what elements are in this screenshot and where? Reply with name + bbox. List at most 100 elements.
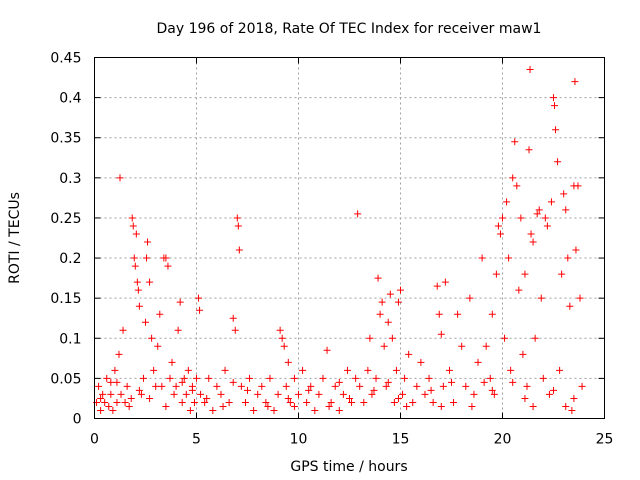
data-point [127,394,135,402]
y-tick-label: 0.35 [50,131,81,147]
y-tick-label: 0.05 [50,371,81,387]
x-tick-label: 0 [90,432,99,448]
data-point [496,230,504,238]
data-point [117,390,125,398]
data-point [254,390,262,398]
data-point [258,382,266,390]
data-point [382,382,390,390]
y-tick-label: 0.1 [59,331,81,347]
y-tick-label: 0.45 [50,51,81,67]
data-point [241,398,249,406]
axis-ticks: 0 5 10 15 20 25 0 0.05 0.1 0.15 0.2 0.25 0.3 0.35 0.4 0… [50,51,613,448]
data-point [576,294,584,302]
data-point [564,254,572,262]
data-point [519,350,527,358]
data-point [172,382,180,390]
data-point [235,246,243,254]
data-point [560,190,568,198]
data-point [552,126,560,134]
data-point [507,366,515,374]
data-point [180,374,188,382]
data-point [474,358,482,366]
x-tick-label: 20 [494,432,512,448]
data-point [237,382,245,390]
data-point [196,306,204,314]
data-point [186,406,194,414]
data-point [142,318,149,326]
data-point [130,254,138,262]
data-point [537,294,545,302]
data-point [515,286,523,294]
data-point [123,382,131,390]
y-tick-label: 0.2 [59,251,81,267]
data-point [166,374,174,382]
data-point [339,390,347,398]
data-point [209,406,217,414]
data-point [346,394,353,402]
data-point [439,382,447,390]
data-point [168,358,176,366]
data-point [125,402,133,410]
data-point [295,390,302,398]
data-point [427,386,435,394]
data-point [470,390,478,398]
data-point [551,102,559,110]
data-point [492,270,500,278]
data-point [331,382,339,390]
data-point [197,390,205,398]
data-point [550,386,557,394]
data-point [327,398,335,406]
data-point [233,214,241,222]
data-point [184,366,192,374]
data-point [458,342,466,350]
data-point [468,402,476,410]
data-point [356,382,364,390]
data-point [234,222,242,230]
data-point [494,222,502,230]
data-point [221,366,229,374]
data-point [97,394,105,402]
data-point [178,378,186,386]
data-point [386,290,394,298]
data-point [146,278,154,286]
data-point [545,390,553,398]
data-point [370,386,378,394]
data-point [454,310,462,318]
data-point [152,382,160,390]
data-point [554,158,562,166]
data-point [229,314,237,322]
data-point [437,330,445,338]
data-point [205,374,213,382]
data-point [533,210,541,218]
data-point [162,254,170,262]
data-point [203,394,211,402]
data-point [335,378,343,386]
data-point [566,302,574,310]
data-point [531,334,539,342]
data-point [101,398,109,406]
data-point [392,366,400,374]
data-point [246,374,254,382]
y-tick-label: 0.15 [50,291,81,307]
chart-title: Day 196 of 2018, Rate Of TEC Index for r… [157,21,542,37]
data-point [190,398,198,406]
data-point [323,346,331,354]
data-point [466,294,474,302]
data-point [571,78,579,86]
data-point [278,334,286,342]
data-point [115,350,123,358]
data-point [299,366,307,374]
data-point [348,398,356,406]
data-point [503,198,511,206]
data-point [388,334,396,342]
data-point [543,222,551,230]
data-point [541,214,549,222]
data-point [139,374,147,382]
data-point [280,342,288,350]
data-point [509,378,517,386]
data-point [144,238,152,246]
data-point [229,378,237,386]
data-point [170,390,178,398]
data-point [176,298,184,306]
